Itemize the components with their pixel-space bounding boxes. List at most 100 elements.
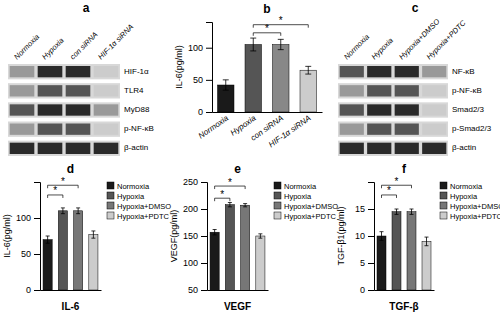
blot-band — [38, 143, 63, 154]
blot-band — [395, 143, 419, 154]
bar — [89, 235, 98, 290]
blot-band — [395, 104, 419, 115]
blot-band — [367, 66, 391, 77]
legend-item: Hypoxia+PDTC — [274, 212, 336, 221]
x-axis-title: IL-6 — [62, 301, 80, 312]
bar-panel: 050100dIL-6(pg/ml)IL-6**NormoxiaHypoxiaH… — [2, 162, 171, 312]
y-tick-mark — [206, 80, 212, 81]
x-axis: NormoxiaHypoxiacon siRNAHIF-1α siRNA — [197, 112, 323, 149]
legend: NormoxiaHypoxiaHypoxia+DMSOHypoxia+PDTC — [440, 182, 500, 221]
error-bar — [223, 80, 229, 90]
blot-band — [422, 85, 446, 96]
y-tick-label: 5 — [360, 258, 365, 268]
blot-row-background — [8, 102, 120, 117]
blot-row-background — [8, 64, 120, 79]
legend-label: Hypoxia — [117, 192, 145, 201]
y-tick-label: 15 — [355, 204, 365, 214]
bar-panel: 50100150200250eVEGF(pg/ml)VEGF**Normoxia… — [169, 162, 338, 317]
legend-item: Normoxia — [440, 182, 483, 191]
y-tick: 150 — [183, 231, 207, 241]
legend-label: Hypoxia+PDTC — [450, 212, 500, 221]
y-tick: 50 — [193, 75, 212, 85]
bar — [392, 212, 401, 290]
legend-swatch — [107, 212, 114, 219]
blot-row-background — [338, 122, 448, 137]
y-axis-line — [34, 183, 41, 291]
blot-band — [395, 124, 419, 135]
bar-panel: 051015fTGF-β1(pg/ml)TGF-β**NormoxiaHypox… — [336, 162, 500, 312]
y-tick: 100 — [16, 213, 40, 223]
significance-label: * — [228, 177, 232, 188]
y-tick-label: 0 — [198, 107, 203, 117]
y-tick: 0 — [26, 285, 40, 295]
bar — [407, 212, 416, 290]
blot-band — [66, 143, 91, 154]
y-axis: 051015 — [355, 183, 375, 296]
y-tick-mark — [206, 112, 212, 113]
y-tick-mark — [368, 263, 374, 264]
column-header: con siRNA — [68, 30, 99, 61]
panel-title: a — [83, 1, 90, 15]
blot-band — [395, 66, 419, 77]
legend: NormoxiaHypoxiaHypoxia+DMSOHypoxia+PDTC — [274, 182, 338, 221]
y-tick-mark — [201, 263, 207, 264]
error-bar — [380, 232, 384, 241]
y-axis-title: TGF-β1(pg/ml) — [336, 206, 346, 265]
error-bar — [258, 234, 262, 238]
y-axis-title: IL-6(pg/ml) — [2, 214, 12, 258]
bar — [58, 211, 67, 290]
x-axis-title: TGF-β — [389, 301, 418, 312]
y-tick-mark — [368, 290, 374, 291]
error-bar — [250, 38, 256, 51]
blot-band — [10, 124, 35, 135]
bar — [43, 240, 52, 290]
blot-band — [422, 66, 446, 77]
y-tick: 50 — [188, 285, 207, 295]
y-tick: 100 — [183, 258, 207, 268]
row-label: p-NF-κB — [124, 124, 154, 133]
blot-band — [66, 85, 91, 96]
legend-item: Hypoxia — [440, 192, 478, 201]
y-axis-title: VEGF(pg/ml) — [169, 210, 179, 263]
blot-panel: aNormoxiaHypoxiacon siRNAHIF-1α siRNAHIF… — [8, 1, 154, 156]
error-bar — [228, 203, 232, 207]
x-axis — [208, 290, 269, 291]
blot-band — [367, 124, 391, 135]
significance-label: * — [395, 176, 399, 187]
legend-label: Normoxia — [284, 182, 317, 191]
blot-band — [422, 104, 446, 115]
panel-title: b — [263, 2, 270, 16]
panel-title: e — [234, 162, 241, 176]
blot-band — [10, 104, 35, 115]
row-label: TLR4 — [124, 86, 144, 95]
x-axis-line — [41, 290, 102, 291]
y-tick-label: 100 — [16, 213, 31, 223]
y-axis-title: IL-6(pg/ml) — [174, 45, 184, 89]
legend: NormoxiaHypoxiaHypoxia+DMSOHypoxia+PDTC — [107, 182, 171, 221]
panel-title: f — [402, 162, 407, 176]
y-tick: 10 — [355, 231, 374, 241]
legend-swatch — [440, 182, 447, 189]
y-tick-label: 150 — [183, 231, 198, 241]
y-tick-label: 250 — [183, 177, 198, 187]
row-label: HIF-1α — [124, 67, 149, 76]
legend-swatch — [107, 182, 114, 189]
y-axis: 050100 — [16, 183, 41, 296]
bar — [210, 232, 219, 290]
blot-row-background — [338, 102, 448, 117]
legend-item: Normoxia — [107, 182, 150, 191]
column-header: Hypoxia — [40, 36, 66, 62]
plot-area — [210, 203, 265, 290]
bar — [245, 45, 262, 113]
significance-label: * — [220, 189, 224, 200]
legend-label: Hypoxia+PDTC — [117, 212, 169, 221]
row-label: Smad2/3 — [452, 105, 485, 114]
error-bar — [46, 236, 50, 243]
bar — [256, 236, 265, 290]
error-bar — [213, 230, 217, 235]
legend-swatch — [274, 182, 281, 189]
blot-band — [340, 66, 364, 77]
y-axis-line — [206, 23, 213, 113]
y-tick: 0 — [198, 107, 212, 117]
row-label: MyD88 — [124, 105, 150, 114]
